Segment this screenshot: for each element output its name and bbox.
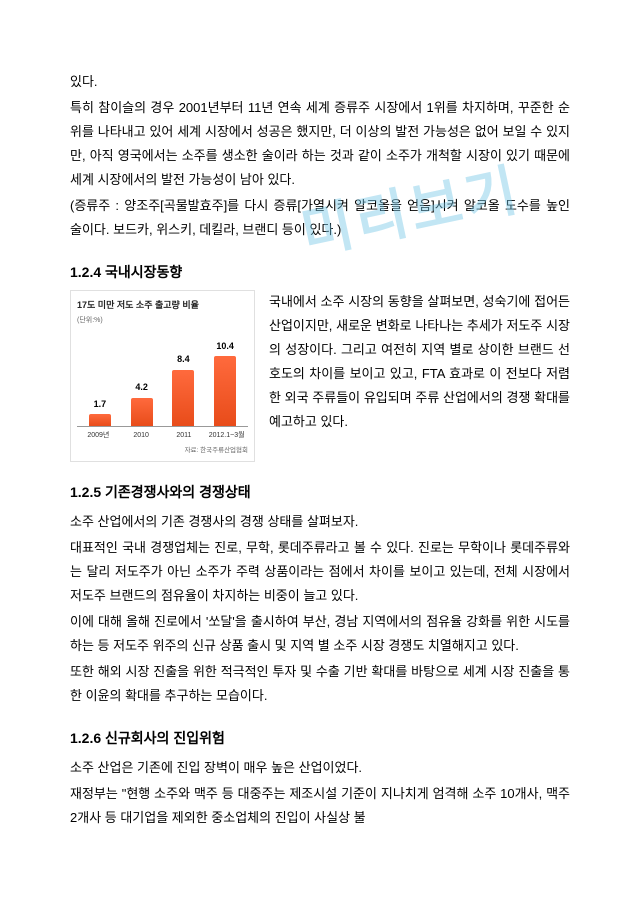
s125-p3: 이에 대해 올해 진로에서 '쏘달'을 출시하여 부산, 경남 지역에서의 점유… <box>70 610 570 658</box>
bar-x-label: 2011 <box>163 430 204 443</box>
intro-para-3: (증류주 : 양조주[곡물발효주]를 다시 증류[가열시켜 알코올을 얻음]시켜… <box>70 194 570 242</box>
intro-fragment: 있다. <box>70 70 570 94</box>
s125-p4: 또한 해외 시장 진출을 위한 적극적인 투자 및 수출 기반 확대를 바탕으로… <box>70 660 570 708</box>
chart-source: 자료: 한국주류산업협회 <box>77 445 248 457</box>
bar-value-label: 10.4 <box>216 338 234 355</box>
bar-col: 4.2 <box>122 379 162 426</box>
intro-para-2: 특히 참이슬의 경우 2001년부터 11년 연속 세계 증류주 시장에서 1위… <box>70 96 570 192</box>
bar-col: 10.4 <box>205 338 245 426</box>
soju-chart: 17도 미만 저도 소주 출고량 비율 (단위:%) 1.7 4.2 8.4 10.4… <box>70 290 255 462</box>
bar-value-label: 4.2 <box>135 379 148 396</box>
chart-bars: 1.7 4.2 8.4 10.4 <box>77 332 248 427</box>
bar-col: 8.4 <box>163 351 203 426</box>
chart-x-labels: 2009년201020112012.1~3월 <box>77 430 248 443</box>
bar <box>89 414 111 425</box>
chart-unit: (단위:%) <box>77 315 248 328</box>
bar-x-label: 2012.1~3월 <box>206 430 247 443</box>
bar-value-label: 1.7 <box>94 396 107 413</box>
heading-124: 1.2.4 국내시장동향 <box>70 260 570 286</box>
bar-x-label: 2009년 <box>78 430 119 443</box>
heading-126: 1.2.6 신규회사의 진입위험 <box>70 726 570 752</box>
bar-value-label: 8.4 <box>177 351 190 368</box>
s126-p2: 재정부는 "현행 소주와 맥주 등 대중주는 제조시설 기준이 지나치게 엄격해… <box>70 782 570 830</box>
bar <box>214 356 236 425</box>
section-124-text: 국내에서 소주 시장의 동향을 살펴보면, 성숙기에 접어든 산업이지만, 새로… <box>269 290 570 434</box>
section-124-row: 17도 미만 저도 소주 출고량 비율 (단위:%) 1.7 4.2 8.4 10.4… <box>70 290 570 462</box>
heading-125: 1.2.5 기존경쟁사와의 경쟁상태 <box>70 480 570 506</box>
bar <box>172 370 194 426</box>
bar <box>131 398 153 426</box>
s125-p2: 대표적인 국내 경쟁업체는 진로, 무학, 롯데주류라고 볼 수 있다. 진로는… <box>70 536 570 608</box>
chart-title: 17도 미만 저도 소주 출고량 비율 <box>77 297 248 314</box>
s125-p1: 소주 산업에서의 기존 경쟁사의 경쟁 상태를 살펴보자. <box>70 510 570 534</box>
s126-p1: 소주 산업은 기존에 진입 장벽이 매우 높은 산업이었다. <box>70 756 570 780</box>
bar-x-label: 2010 <box>121 430 162 443</box>
bar-col: 1.7 <box>80 396 120 426</box>
